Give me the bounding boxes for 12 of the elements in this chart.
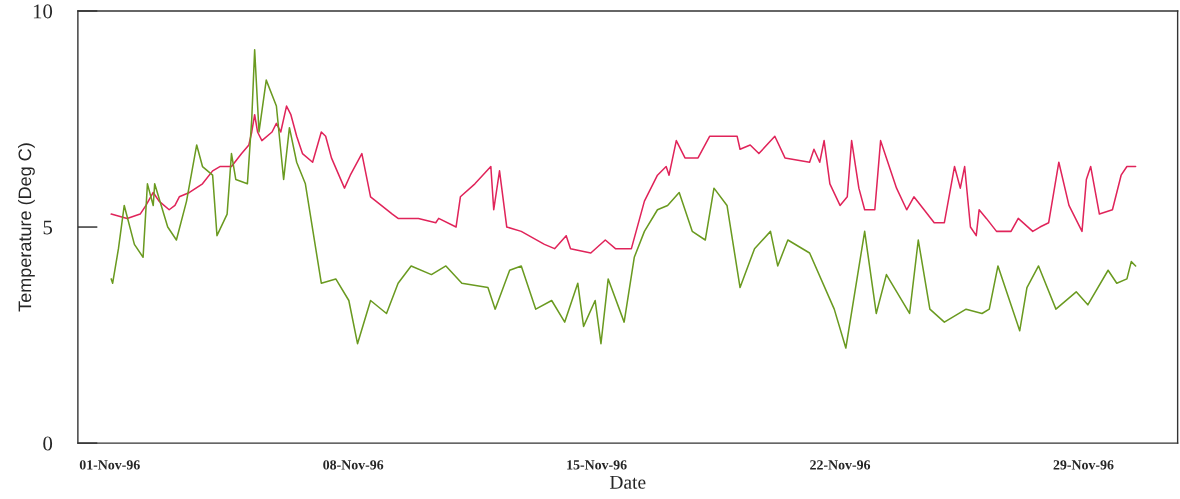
y-tick-label: 0: [43, 436, 53, 451]
x-tick-label: 22-Nov-96: [810, 460, 871, 470]
x-tick-label: 01-Nov-96: [79, 460, 140, 470]
x-axis-title: Date: [609, 475, 646, 489]
x-tick-label: 08-Nov-96: [323, 460, 384, 470]
x-tick-label: 29-Nov-96: [1053, 460, 1114, 470]
line-series: [110, 105, 1137, 254]
y-tick-label: 10: [33, 4, 53, 19]
line-series: [110, 49, 1137, 349]
y-axis-title: Temperature (Deg C): [17, 143, 35, 312]
y-tick-label: 5: [43, 220, 53, 235]
x-tick-label: 15-Nov-96: [567, 460, 627, 470]
